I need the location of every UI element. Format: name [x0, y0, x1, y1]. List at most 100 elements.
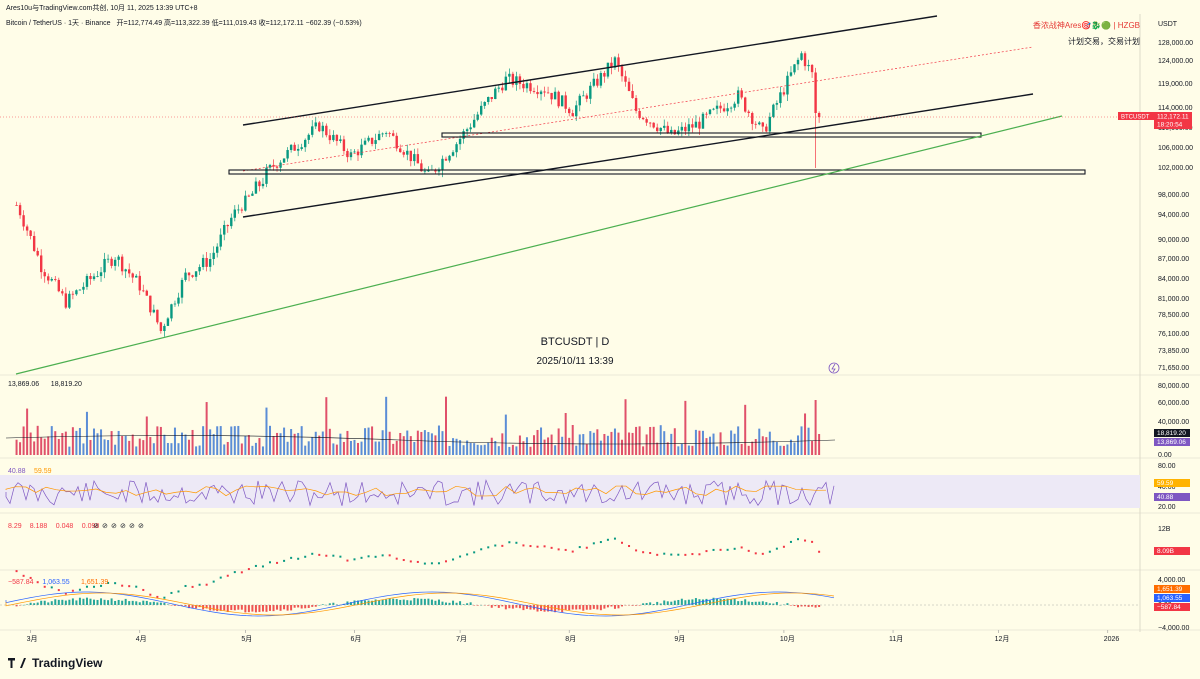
price-tick-label: 98,000.00 [1158, 192, 1189, 199]
sub-candle [219, 576, 222, 579]
time-tick-label: 11月 [889, 635, 903, 643]
sub-candle [677, 553, 680, 556]
candle-body [230, 217, 233, 227]
macd-bar [304, 605, 307, 609]
candle-body [494, 88, 497, 100]
volume-bar [589, 431, 592, 455]
sub-legend-hidden-icon: ⊘ [111, 523, 117, 530]
volume-bar [709, 436, 711, 455]
lightning-icon[interactable] [828, 362, 840, 374]
candle-body [765, 126, 768, 132]
candle-body [138, 275, 141, 291]
candle-body [627, 81, 631, 91]
sub-candle [254, 564, 257, 567]
candle-body [610, 62, 613, 68]
macd-bar [195, 605, 198, 609]
volume-bar [297, 432, 300, 455]
macd-bar [789, 605, 792, 606]
candle-body [483, 101, 486, 106]
macd-bar [617, 605, 620, 609]
volume-bar [128, 440, 131, 455]
sub-candle [128, 585, 131, 588]
volume-bar [666, 442, 669, 455]
candle-body [560, 95, 564, 107]
macd-bar [807, 605, 810, 607]
macd-bar [758, 601, 761, 605]
sub-candle [156, 595, 159, 598]
candle-body [568, 108, 571, 114]
sub-candle [452, 558, 455, 561]
macd-bar [128, 601, 131, 605]
macd-bar [191, 605, 194, 609]
candle-body [68, 293, 71, 308]
candle-body [166, 318, 170, 326]
candle-body [420, 163, 423, 172]
macd-bar [522, 605, 525, 611]
volume-bar [754, 439, 757, 455]
candle-body [652, 122, 655, 128]
volume-bar [525, 437, 528, 455]
sub-candle [205, 583, 208, 586]
candle-body [571, 113, 574, 117]
macd-bar [691, 599, 694, 605]
sub-candle [43, 585, 46, 588]
macd-bar [621, 605, 623, 607]
sub-legend-value: 0.098 [82, 523, 100, 530]
macd-bar [754, 601, 757, 605]
price-tick-label: 87,000.00 [1158, 256, 1189, 263]
candle-body [543, 91, 546, 93]
volume-tick-label: 0.00 [1158, 452, 1172, 459]
volume-bar [420, 431, 423, 455]
time-tick-label: 3月 [27, 635, 38, 643]
macd-bar [638, 605, 641, 606]
volume-bar [487, 442, 490, 455]
volume-bar [96, 433, 99, 455]
price-tick-label: 71,650.00 [1158, 365, 1189, 372]
macd-bar [269, 605, 271, 611]
candle-body [216, 246, 219, 253]
volume-bar [751, 441, 754, 455]
macd-bar [230, 605, 233, 611]
volume-bar [251, 445, 254, 455]
price-tick-label: 76,100.00 [1158, 331, 1189, 338]
tradingview-logo[interactable]: TradingView [8, 656, 102, 670]
candle-body [501, 87, 504, 91]
candle-body [553, 91, 557, 100]
volume-bar [571, 425, 574, 455]
volume-bar [276, 432, 279, 455]
macd-bar [328, 603, 331, 605]
time-tick-label: 9月 [674, 635, 685, 643]
price-tick-label: 78,500.00 [1158, 312, 1189, 319]
symbol-title[interactable]: Bitcoin / TetherUS · 1天 · Binance [6, 20, 111, 27]
candle-body [462, 131, 465, 139]
brand-slogan: 计划交易，交易计划 [1068, 37, 1140, 46]
volume-bar [578, 434, 581, 455]
volume-bar [392, 443, 395, 455]
sub-candle [22, 574, 25, 577]
macd-bar [244, 605, 247, 613]
macd-bar [779, 604, 782, 606]
volume-bar [233, 426, 236, 455]
candle-body [321, 125, 324, 132]
candle-body [761, 122, 764, 127]
macd-bar [388, 598, 391, 605]
volume-bar [705, 438, 708, 455]
header-account: Ares10u与TradingView.com共创, 10月 11, 2025 … [6, 5, 198, 12]
macd-bar [283, 605, 286, 610]
candle-body [733, 103, 736, 108]
candle-body [82, 286, 85, 290]
sub-candle [740, 546, 743, 549]
volume-bar [19, 442, 22, 455]
macd-bar [782, 604, 785, 606]
macd-bar [423, 598, 426, 605]
volume-bar [814, 400, 817, 455]
price-tag-bg [1154, 112, 1192, 129]
candle-body [480, 105, 483, 115]
candle-body [701, 113, 705, 129]
macd-bar [276, 605, 279, 610]
sub-candle [501, 544, 504, 547]
macd-bar [82, 598, 85, 605]
macd-bar [462, 604, 465, 605]
candle-body [729, 107, 733, 109]
